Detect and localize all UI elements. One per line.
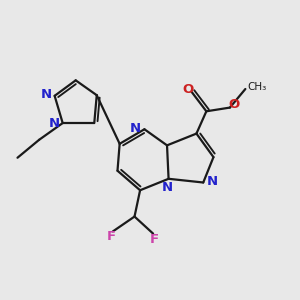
Text: F: F: [107, 230, 116, 244]
Text: N: N: [161, 181, 172, 194]
Text: N: N: [40, 88, 52, 101]
Text: CH₃: CH₃: [247, 82, 266, 92]
Text: N: N: [207, 175, 218, 188]
Text: O: O: [182, 83, 194, 96]
Text: O: O: [228, 98, 239, 111]
Text: F: F: [150, 233, 159, 246]
Text: N: N: [49, 117, 60, 130]
Text: N: N: [130, 122, 141, 134]
